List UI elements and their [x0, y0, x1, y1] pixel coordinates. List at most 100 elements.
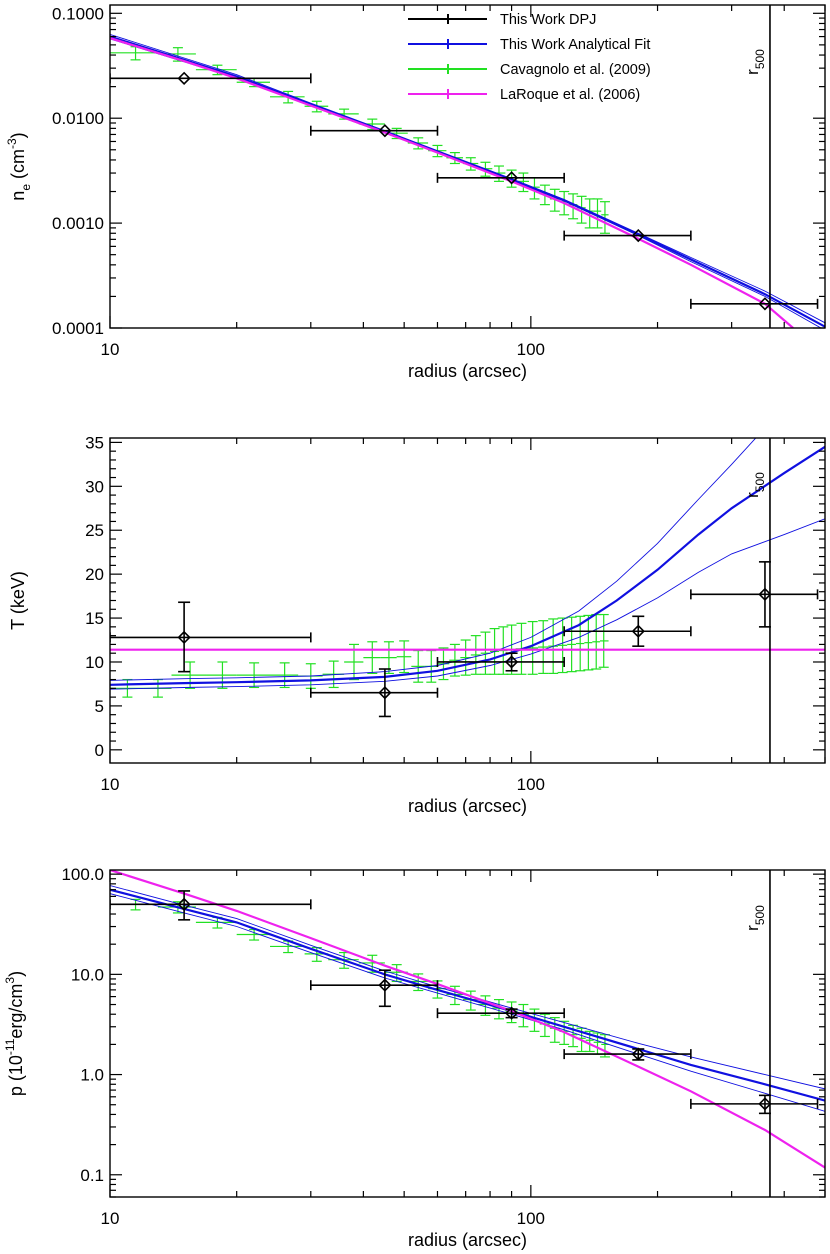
- fit-bound-line: [110, 885, 825, 1090]
- fit-bound-line: [110, 38, 822, 328]
- cavagnolo-point: [599, 201, 610, 234]
- legend-item: This Work Analytical Fit: [408, 37, 650, 53]
- legend: This Work DPJ This Work Analytical Fit Cav…: [408, 12, 651, 103]
- y-tick-label: 0.1: [80, 1166, 104, 1185]
- dpj-point: [309, 668, 439, 718]
- cavagnolo-point: [270, 662, 299, 689]
- panel-temperature: 10 100 radius (arcsec) 0 5 10 15 20 25 30 35 T (keV…: [8, 433, 826, 816]
- y-axis-label: T (keV): [8, 571, 28, 630]
- cavagnolo-point: [566, 616, 577, 673]
- series-line: [110, 35, 825, 328]
- x-tick-label: 100: [517, 775, 545, 794]
- cavagnolo-point: [598, 613, 609, 668]
- diamond-marker: [758, 587, 772, 601]
- diamond-marker: [504, 1006, 519, 1020]
- cavagnolo-point: [363, 641, 381, 675]
- panel-electron-density: 10 100 radius (arcsec) 0.0001 0.0010 0.0100 0.…: [5, 4, 826, 381]
- r500-label: r500: [743, 472, 767, 498]
- y-tick-label: 0.1000: [52, 4, 104, 23]
- series-this-work-dpj: [110, 561, 819, 718]
- y-axis-label: p (10-11erg/cm3): [3, 971, 26, 1096]
- y-tick-label: 100.0: [61, 865, 104, 884]
- cavagnolo-point: [538, 620, 549, 675]
- panel-pressure: 10 100 radius (arcsec) 0.1 1.0 10.0 100.0 p (10…: [3, 865, 826, 1250]
- series-line: [110, 888, 825, 1102]
- cavagnolo-point: [195, 916, 237, 929]
- x-axis-label: radius (arcsec): [408, 796, 527, 816]
- dpj-point: [110, 890, 312, 921]
- diamond-marker: [504, 171, 519, 185]
- series-this-work-dpj: [110, 71, 819, 311]
- fit-bound-line: [110, 438, 757, 681]
- legend-label: This Work DPJ: [500, 12, 596, 28]
- fit-bound-line: [110, 893, 825, 1112]
- series-this-work-analytical-fit-upper-bound: [110, 885, 825, 1090]
- dpj-point: [110, 601, 312, 673]
- cavagnolo-point: [557, 617, 568, 674]
- legend-item: This Work DPJ: [408, 12, 596, 28]
- series-this-work-dpj: [110, 890, 819, 1115]
- cavagnolo-point: [592, 198, 603, 229]
- y-tick-label: 15: [85, 609, 104, 628]
- y-tick-label: 25: [85, 521, 104, 540]
- cavagnolo-point: [460, 639, 471, 676]
- x-tick-label: 10: [101, 340, 120, 359]
- y-tick-label: 35: [85, 433, 104, 452]
- cavagnolo-point: [591, 613, 602, 670]
- dpj-point: [436, 652, 565, 672]
- series-this-work-analytical-fit-lower-bound: [110, 518, 825, 690]
- cavagnolo-point: [396, 640, 412, 674]
- y-tick-label: 1.0: [80, 1066, 104, 1085]
- diamond-marker: [378, 978, 392, 992]
- diamond-marker: [631, 624, 645, 638]
- y-tick-label: 30: [85, 477, 104, 496]
- dpj-point: [309, 124, 439, 138]
- diamond-marker: [504, 655, 519, 669]
- series-line: [110, 445, 825, 686]
- cavagnolo-point: [236, 662, 271, 689]
- series-cavagnolo-et-al-2009: [110, 898, 610, 1058]
- diamond-marker: [758, 297, 772, 311]
- x-axis-label: radius (arcsec): [408, 1230, 527, 1250]
- plot-area: [110, 438, 825, 718]
- dpj-point: [690, 297, 819, 311]
- x-tick-label: 100: [517, 1209, 545, 1228]
- diamond-marker: [177, 897, 191, 911]
- y-tick-label: 10: [85, 653, 104, 672]
- dpj-point: [309, 969, 439, 1008]
- series-this-work-analytical-fit: [110, 445, 825, 686]
- dpj-point: [563, 615, 692, 647]
- y-tick-label: 10.0: [71, 965, 104, 984]
- series-line: [110, 870, 825, 1169]
- cavagnolo-point: [470, 635, 481, 675]
- legend-label: LaRoque et al. (2006): [500, 87, 640, 103]
- series-this-work-analytical-fit: [110, 35, 825, 328]
- x-tick-label: 10: [101, 1209, 120, 1228]
- y-tick-label: 0.0001: [52, 319, 104, 338]
- series-this-work-analytical-fit-lower-bound: [110, 38, 822, 328]
- diamond-marker: [378, 686, 392, 700]
- legend-item: LaRoque et al. (2006): [408, 87, 640, 103]
- y-tick-label: 0: [95, 741, 104, 760]
- series-line: [110, 37, 794, 328]
- diamond-marker: [177, 630, 191, 645]
- series-this-work-analytical-fit-lower-bound: [110, 893, 825, 1112]
- dpj-point: [110, 71, 312, 85]
- legend-item: Cavagnolo et al. (2009): [408, 62, 651, 78]
- dpj-point: [563, 1047, 692, 1061]
- r500-label: r500: [743, 905, 767, 931]
- y-tick-label: 0.0100: [52, 109, 104, 128]
- x-axis-label: radius (arcsec): [408, 361, 527, 381]
- diamond-marker: [631, 1047, 645, 1061]
- axis-frame: [109, 4, 826, 329]
- dpj-point: [436, 1006, 565, 1020]
- y-tick-label: 0.0010: [52, 214, 104, 233]
- cavagnolo-point: [171, 661, 207, 689]
- cavagnolo-point: [236, 928, 271, 941]
- fit-bound-line: [110, 518, 825, 690]
- diamond-marker: [177, 71, 191, 85]
- plot-area: [110, 870, 825, 1169]
- cavagnolo-point: [583, 614, 594, 671]
- plot-area: [110, 33, 825, 328]
